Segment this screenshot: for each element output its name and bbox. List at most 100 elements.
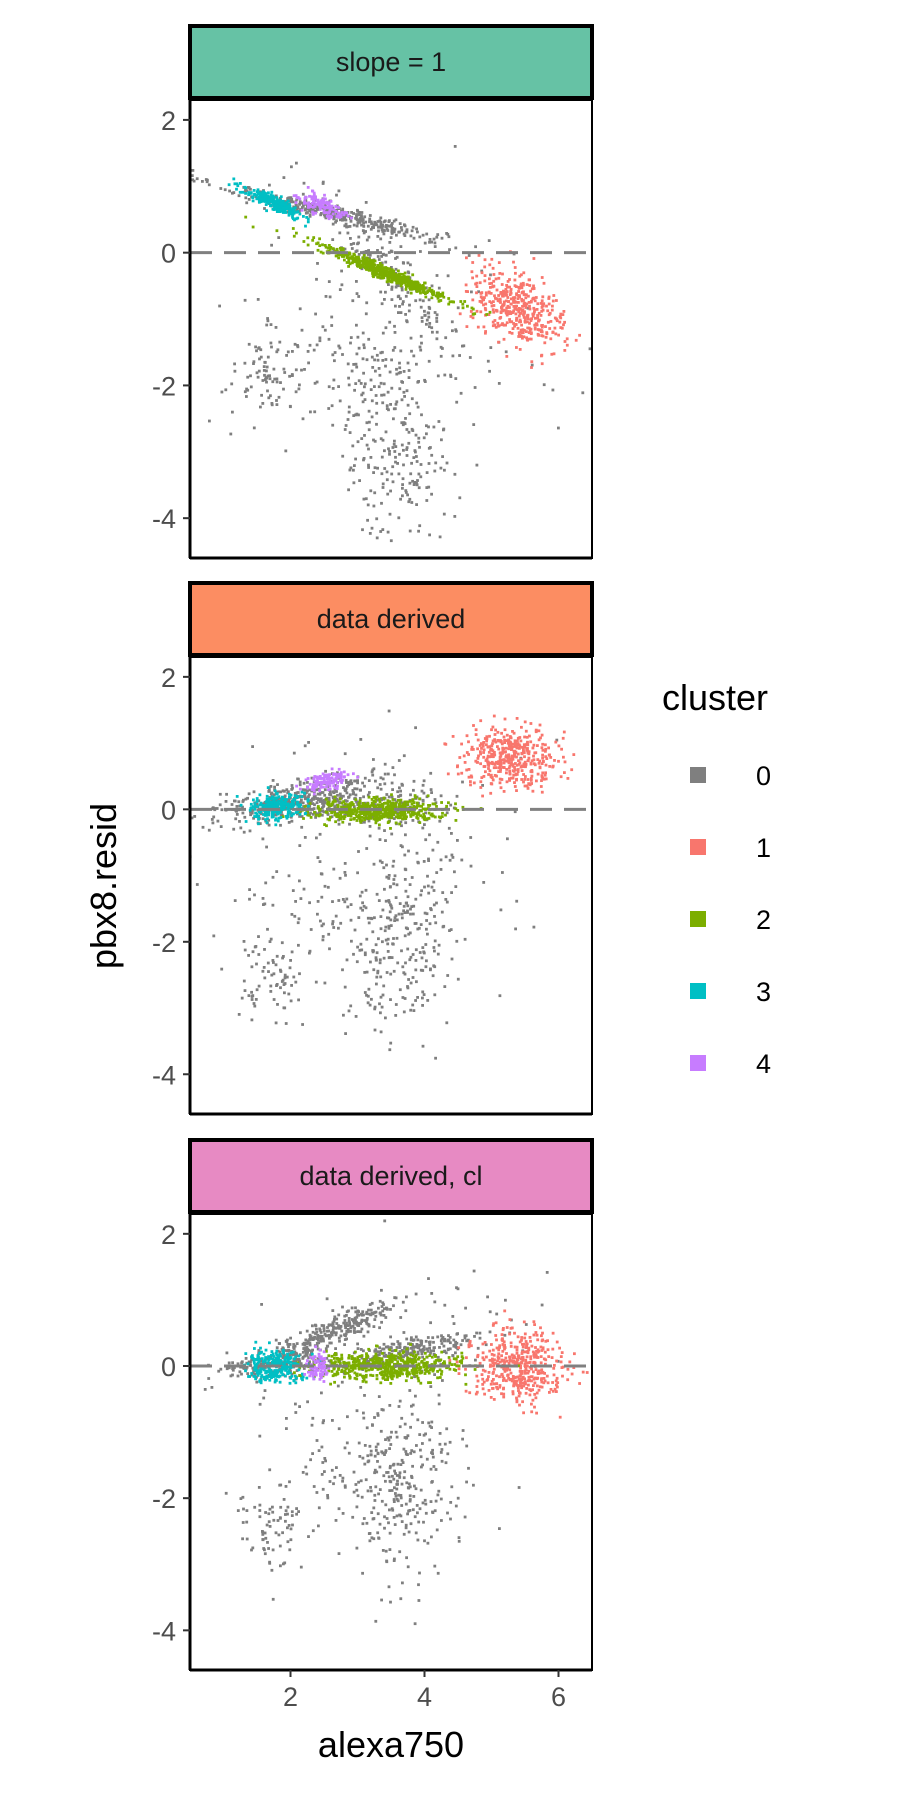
data-point [510, 761, 513, 765]
data-point [358, 799, 362, 803]
data-point [265, 323, 269, 327]
y-tick-label: -2 [152, 928, 176, 958]
data-point [455, 939, 459, 943]
data-point [305, 207, 309, 211]
data-point [341, 247, 345, 250]
data-point [255, 962, 258, 966]
data-point [318, 813, 322, 816]
data-point [433, 939, 437, 943]
data-point [427, 485, 431, 489]
data-point [369, 378, 373, 382]
data-point [280, 1361, 284, 1365]
data-point [373, 812, 376, 816]
data-point [421, 826, 425, 830]
data-point [449, 803, 453, 807]
data-point [467, 753, 470, 756]
data-point [284, 1022, 288, 1025]
data-point [537, 738, 541, 742]
data-point [515, 717, 519, 720]
data-point [370, 770, 374, 774]
data-point [513, 781, 516, 784]
data-point [280, 941, 284, 945]
data-point [373, 439, 377, 443]
data-point [402, 909, 405, 913]
data-point [540, 329, 544, 332]
data-point [284, 800, 287, 804]
data-point [326, 817, 330, 821]
data-point [390, 781, 394, 785]
data-point [377, 797, 381, 801]
data-point [398, 815, 402, 819]
data-point [300, 798, 303, 802]
data-point [291, 889, 295, 892]
data-point [305, 791, 308, 795]
data-point [524, 765, 527, 769]
data-point [488, 745, 492, 748]
data-point [446, 232, 450, 236]
data-point [535, 779, 538, 783]
data-point [397, 269, 400, 273]
data-point [415, 816, 419, 819]
data-point [323, 193, 326, 197]
data-point [298, 812, 302, 816]
data-point [247, 186, 251, 190]
data-point [307, 361, 310, 365]
data-point [312, 783, 315, 787]
data-point [489, 346, 493, 349]
data-point [516, 739, 519, 743]
data-point [334, 779, 338, 783]
data-point [425, 471, 429, 474]
data-point [270, 797, 274, 800]
data-point [402, 232, 406, 236]
scatter-points-3 [203, 1219, 589, 1626]
data-point [521, 328, 525, 332]
data-point [351, 299, 355, 303]
data-point [312, 205, 315, 209]
data-point [488, 734, 491, 738]
data-point [417, 380, 420, 383]
data-point [313, 810, 316, 814]
data-point [423, 314, 427, 317]
data-point [287, 821, 291, 824]
data-point [418, 821, 422, 824]
data-point [381, 438, 385, 442]
data-point [365, 806, 369, 809]
data-point [501, 751, 504, 755]
data-point [508, 777, 511, 781]
data-point [456, 772, 460, 776]
data-point [335, 814, 338, 818]
data-point [508, 320, 512, 324]
data-point [328, 818, 331, 822]
data-point [371, 366, 375, 369]
data-point [287, 992, 291, 996]
data-point [271, 903, 275, 907]
data-point [526, 317, 530, 321]
data-point [244, 820, 248, 823]
data-point [424, 295, 428, 299]
data-point [303, 791, 306, 795]
data-point [263, 976, 267, 980]
data-point [316, 1347, 320, 1351]
data-point [461, 780, 464, 784]
data-point [306, 243, 310, 247]
data-point [329, 804, 333, 807]
data-point [315, 199, 319, 202]
data-point [321, 772, 325, 776]
data-point [318, 237, 321, 241]
data-point [363, 991, 367, 994]
data-point [243, 185, 247, 189]
data-point [372, 261, 375, 265]
data-point [509, 745, 513, 749]
data-point [353, 464, 356, 467]
data-point [349, 237, 352, 240]
data-point [505, 759, 508, 763]
data-point [233, 799, 237, 803]
data-point [245, 395, 248, 398]
data-point [374, 814, 378, 818]
data-point [471, 261, 475, 264]
data-point [285, 1362, 289, 1366]
data-point [390, 813, 394, 817]
data-point [403, 234, 407, 237]
data-point [362, 258, 365, 262]
data-point [409, 234, 413, 238]
